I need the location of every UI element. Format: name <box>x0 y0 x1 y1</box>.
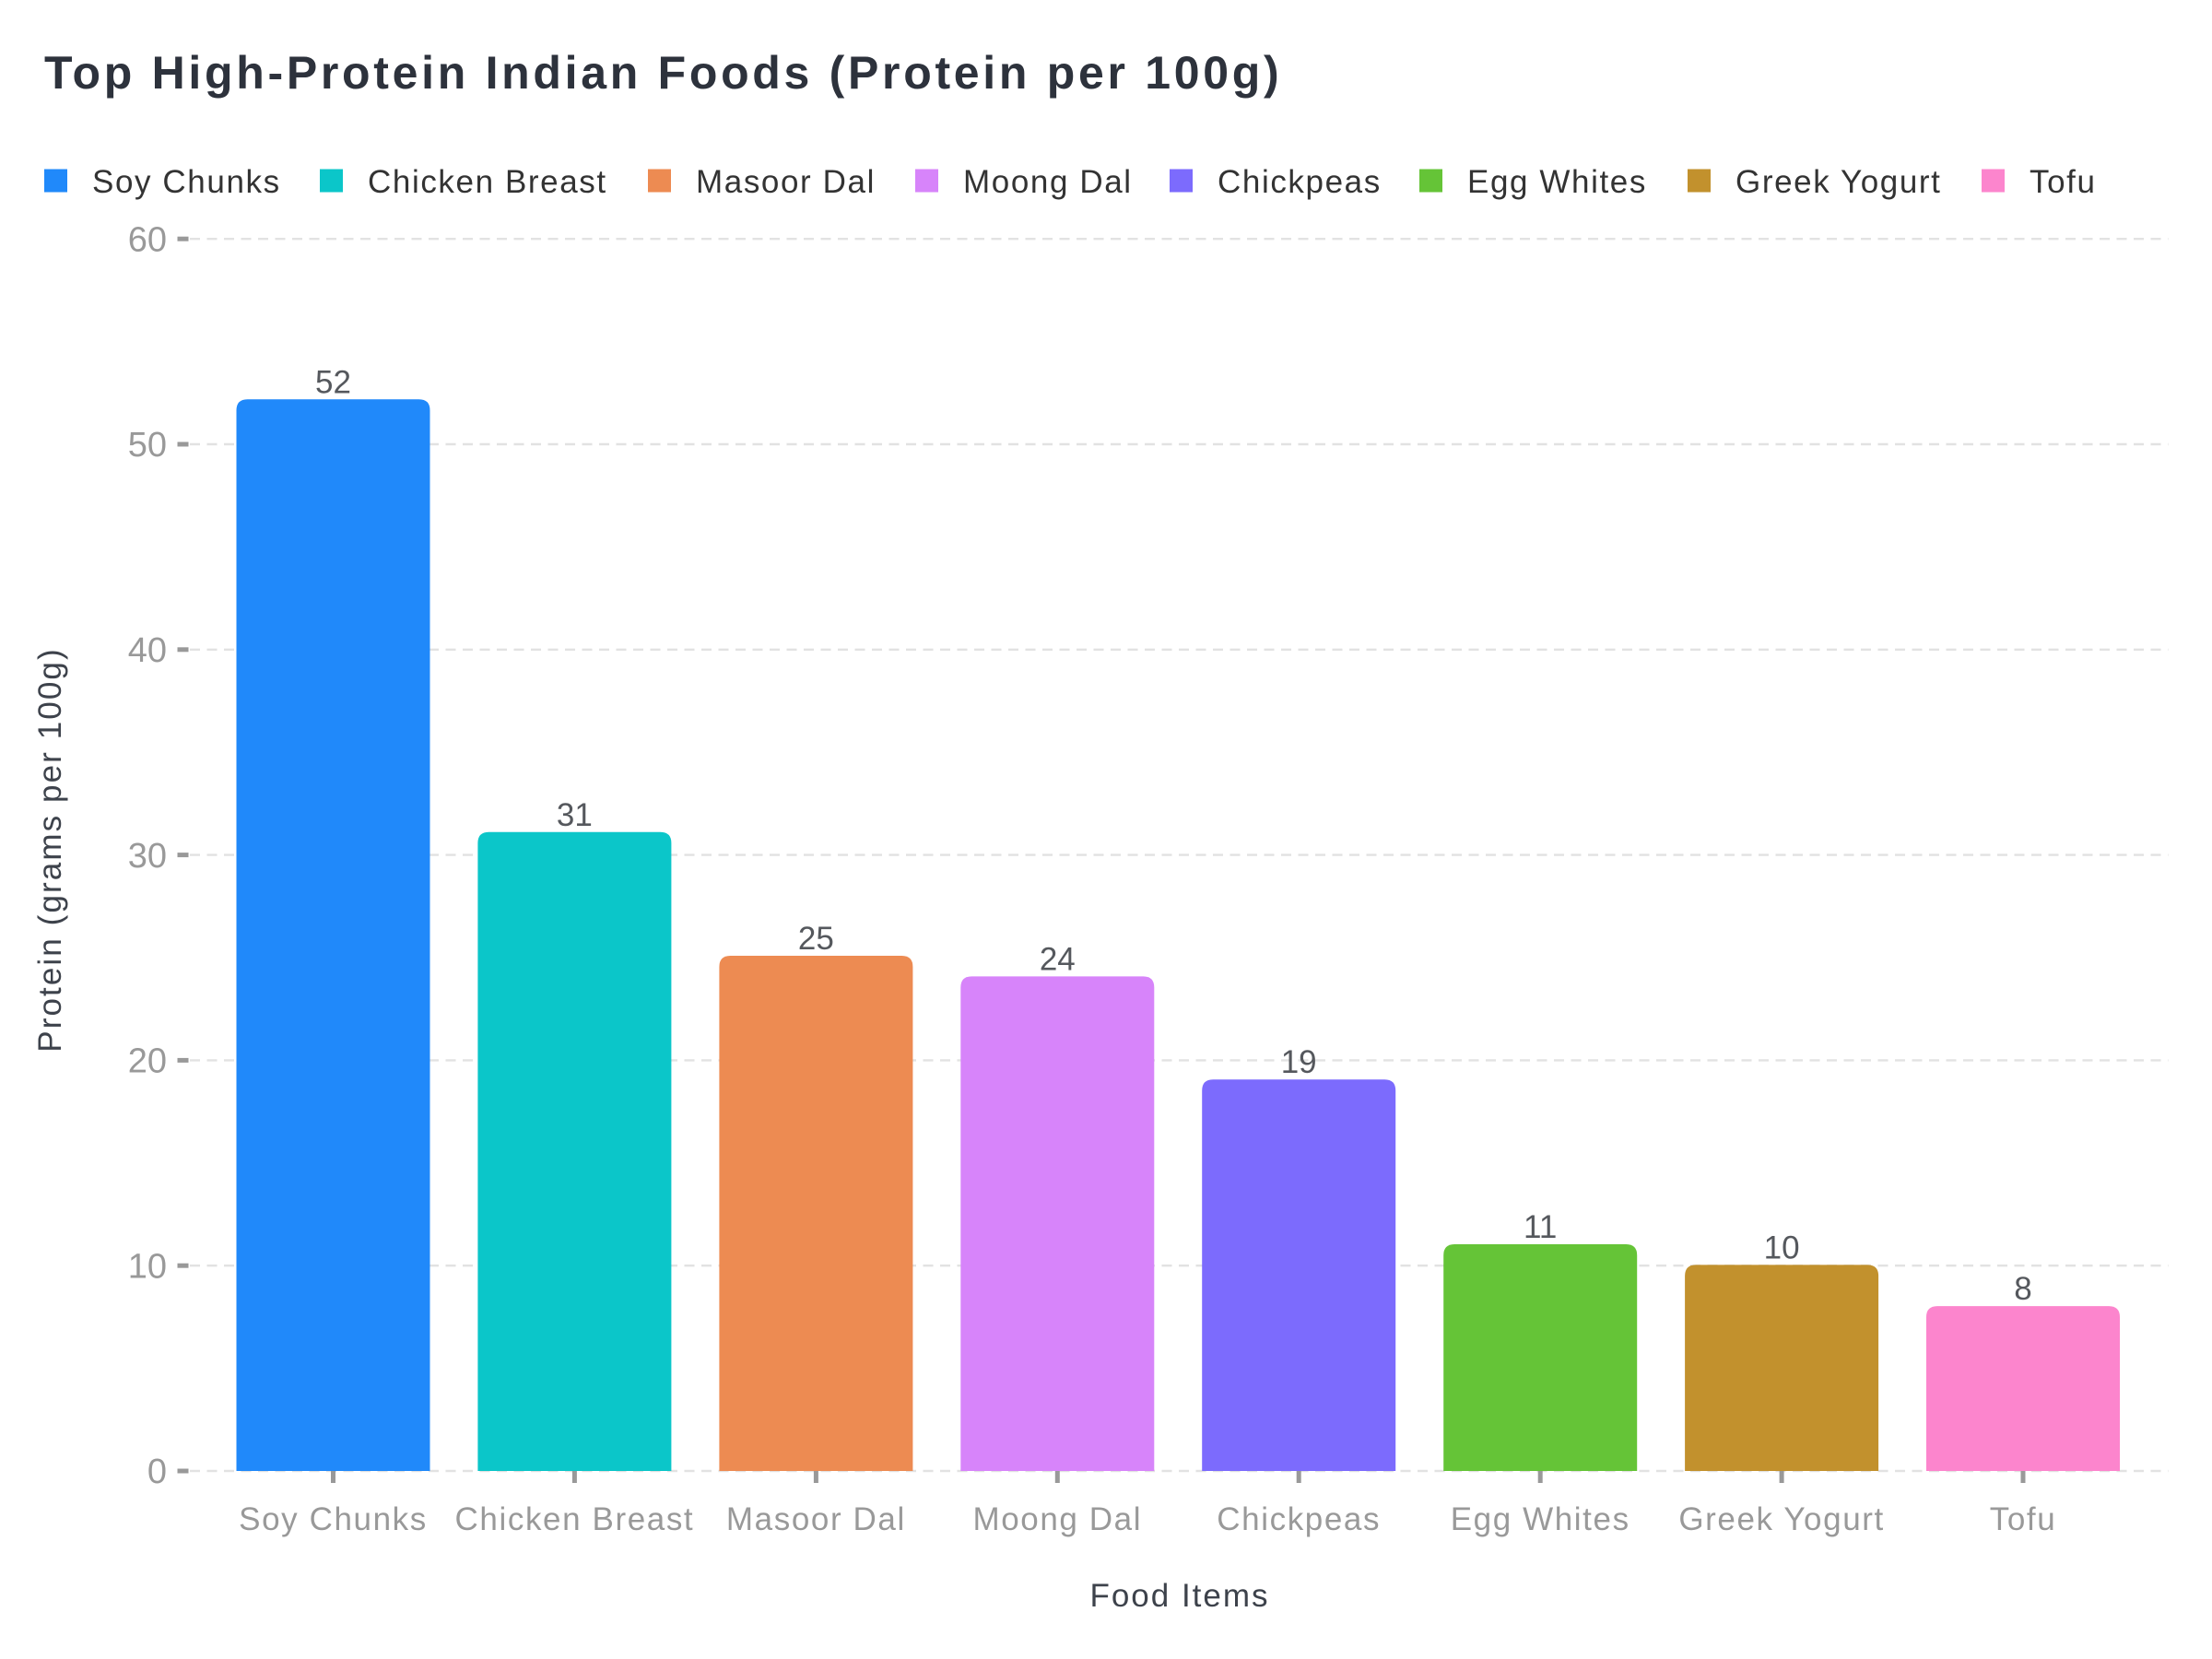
svg-text:Moong Dal: Moong Dal <box>963 164 1133 200</box>
svg-text:Top High-Protein Indian Foods: Top High-Protein Indian Foods (Protein p… <box>44 47 1282 99</box>
svg-text:Soy Chunks: Soy Chunks <box>92 164 281 200</box>
svg-text:Chickpeas: Chickpeas <box>1218 164 1382 200</box>
svg-text:10: 10 <box>128 1247 167 1286</box>
svg-text:Masoor Dal: Masoor Dal <box>726 1501 906 1537</box>
svg-text:Egg Whites: Egg Whites <box>1467 164 1647 200</box>
svg-text:Moong Dal: Moong Dal <box>972 1501 1142 1537</box>
svg-text:Masoor Dal: Masoor Dal <box>696 164 876 200</box>
svg-text:19: 19 <box>1281 1044 1317 1080</box>
svg-text:Tofu: Tofu <box>1990 1501 2057 1537</box>
svg-text:20: 20 <box>128 1042 167 1081</box>
svg-text:Greek Yogurt: Greek Yogurt <box>1735 164 1942 200</box>
svg-text:24: 24 <box>1040 941 1076 977</box>
svg-text:50: 50 <box>128 426 167 465</box>
svg-text:11: 11 <box>1524 1209 1557 1245</box>
svg-text:Egg Whites: Egg Whites <box>1451 1501 1630 1537</box>
svg-text:52: 52 <box>315 364 351 400</box>
svg-text:10: 10 <box>1764 1230 1800 1265</box>
svg-text:40: 40 <box>128 631 167 670</box>
svg-text:0: 0 <box>147 1453 167 1491</box>
svg-text:Chickpeas: Chickpeas <box>1217 1501 1381 1537</box>
svg-text:30: 30 <box>128 837 167 876</box>
svg-text:Chicken Breast: Chicken Breast <box>368 164 607 200</box>
svg-text:Chicken Breast: Chicken Breast <box>455 1501 695 1537</box>
svg-text:60: 60 <box>128 220 167 259</box>
svg-text:8: 8 <box>2014 1271 2031 1307</box>
svg-text:31: 31 <box>557 797 593 833</box>
svg-text:Food Items: Food Items <box>1089 1578 1269 1614</box>
svg-text:Protein (grams per 100g): Protein (grams per 100g) <box>32 647 68 1052</box>
svg-text:Soy Chunks: Soy Chunks <box>239 1501 428 1537</box>
svg-text:Greek Yogurt: Greek Yogurt <box>1678 1501 1885 1537</box>
svg-text:Tofu: Tofu <box>2030 164 2097 200</box>
svg-text:25: 25 <box>798 921 834 957</box>
